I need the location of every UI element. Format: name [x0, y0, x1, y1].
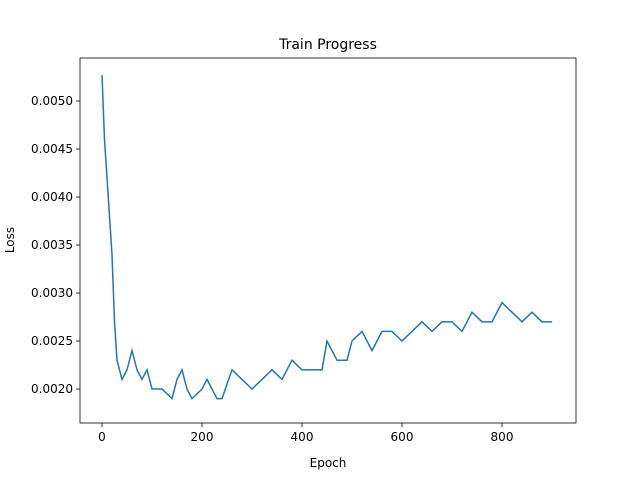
- x-axis-label: Epoch: [310, 456, 347, 470]
- y-tick-label: 0.0040: [31, 190, 73, 204]
- x-tick-label: 600: [391, 430, 414, 444]
- data-line: [101, 75, 552, 401]
- y-tick-label: 0.0030: [31, 286, 73, 300]
- plot-frame: [79, 57, 577, 424]
- y-tick-label: 0.0025: [31, 334, 73, 348]
- x-tick-label: 200: [191, 430, 214, 444]
- y-tick-label: 0.0035: [31, 238, 73, 252]
- y-tick-label: 0.0045: [31, 142, 73, 156]
- x-tick-label: 400: [291, 430, 314, 444]
- x-tick-label: 800: [491, 430, 514, 444]
- chart-title: Train Progress: [278, 37, 377, 53]
- x-tick-label: 0: [98, 430, 106, 444]
- y-tick-label: 0.0020: [31, 382, 73, 396]
- y-tick-label: 0.0050: [31, 94, 73, 108]
- y-axis-label: Loss: [3, 227, 17, 253]
